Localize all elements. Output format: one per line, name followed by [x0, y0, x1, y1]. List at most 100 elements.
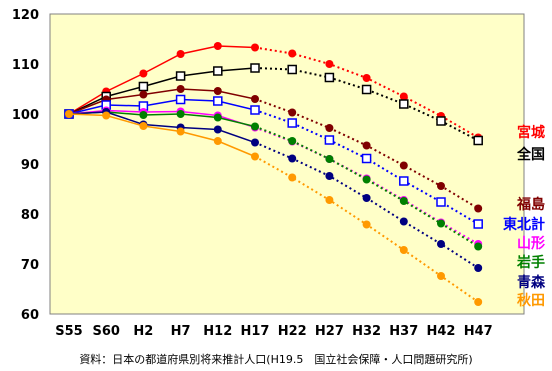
data-point: [325, 155, 334, 163]
data-point: [399, 246, 408, 254]
data-point: [250, 63, 260, 73]
data-point: [213, 66, 223, 76]
data-point: [139, 69, 148, 78]
data-point: [288, 137, 297, 145]
data-point: [213, 96, 223, 106]
series-label: 秋田: [517, 292, 545, 309]
data-point: [139, 90, 148, 99]
x-tick-label: S60: [92, 324, 119, 339]
data-point: [324, 72, 335, 83]
y-axis-ticks: 60 70 80 90 100 110 120: [12, 8, 39, 323]
data-point: [399, 217, 408, 226]
x-axis-ticks: S55 S60 H2 H7 H12 H17 H22 H27 H32 H37 H42 H47: [55, 324, 492, 339]
series-秋田: [65, 110, 483, 306]
data-point: [251, 95, 259, 103]
data-point: [325, 172, 334, 180]
series-line-actual: [68, 113, 256, 158]
y-tick-label: 70: [21, 258, 39, 273]
data-point: [213, 125, 222, 134]
data-point: [288, 154, 297, 163]
series-line-actual: [68, 67, 256, 115]
data-point: [175, 71, 186, 81]
y-tick-label: 120: [12, 8, 39, 23]
data-point: [324, 135, 335, 145]
data-point: [213, 87, 222, 95]
series-東北計: [64, 94, 483, 229]
data-point: [399, 99, 409, 109]
data-point: [362, 74, 371, 82]
data-point: [437, 182, 445, 190]
data-point: [288, 108, 297, 117]
data-point: [176, 85, 185, 93]
series-line-actual: [68, 109, 256, 129]
data-point: [399, 161, 408, 170]
data-point: [437, 272, 445, 280]
data-point: [176, 127, 185, 136]
y-tick-label: 90: [21, 158, 39, 173]
x-tick-label: H22: [278, 324, 307, 339]
data-point: [287, 64, 297, 75]
source-note: 資料：日本の都道府県別将来推計人口(H19.5 国立社会保障・人口問題研究所): [79, 353, 473, 366]
data-point: [250, 105, 260, 115]
series-label: 東北計: [503, 216, 545, 233]
data-point: [399, 92, 408, 101]
data-point: [362, 220, 371, 229]
series-label: 岩手: [516, 254, 545, 271]
data-point: [65, 110, 73, 118]
series-宮城: [65, 42, 483, 142]
x-tick-label: H37: [389, 324, 418, 339]
data-point: [287, 118, 297, 128]
data-point: [437, 240, 445, 248]
series-label: 山形: [517, 235, 545, 252]
data-point: [399, 197, 408, 205]
data-point: [474, 204, 483, 213]
x-tick-label: H17: [241, 324, 270, 339]
data-point: [288, 49, 297, 58]
data-point: [362, 175, 371, 184]
x-tick-label: H2: [133, 324, 153, 339]
data-point: [474, 298, 483, 306]
x-tick-label: S55: [55, 324, 82, 339]
data-point: [139, 122, 148, 130]
data-point: [436, 116, 446, 126]
x-tick-label: H7: [171, 324, 191, 339]
data-point: [176, 50, 185, 58]
data-point: [474, 264, 483, 272]
data-point: [138, 81, 149, 92]
series-label: 福島: [516, 196, 545, 213]
x-tick-label: H27: [315, 324, 344, 339]
x-tick-label: H42: [427, 324, 456, 339]
series-label: 全国: [516, 146, 545, 163]
y-tick-label: 60: [21, 308, 39, 323]
data-point: [213, 113, 222, 122]
data-point: [102, 111, 111, 120]
data-point: [139, 111, 148, 119]
data-point: [325, 60, 334, 68]
y-tick-label: 110: [12, 58, 39, 73]
y-tick-label: 100: [12, 108, 39, 123]
data-point: [362, 194, 371, 202]
data-point: [251, 43, 259, 52]
data-point: [362, 141, 371, 150]
x-tick-label: H32: [352, 324, 381, 339]
data-point: [288, 173, 297, 182]
data-point: [213, 42, 222, 50]
data-point: [474, 242, 483, 251]
data-point: [175, 94, 186, 105]
data-point: [251, 138, 259, 147]
plot-area: [49, 13, 525, 315]
series-line-actual: [68, 111, 256, 144]
series-group: [64, 42, 483, 306]
data-point: [176, 110, 185, 118]
data-point: [325, 196, 334, 204]
data-point: [361, 84, 372, 95]
data-point: [437, 219, 445, 228]
data-point: [361, 153, 372, 164]
series-line-actual: [68, 45, 256, 115]
series-label: 青森: [517, 274, 546, 291]
x-tick-label: H47: [464, 324, 493, 339]
data-point: [213, 137, 222, 145]
data-point: [251, 152, 259, 161]
